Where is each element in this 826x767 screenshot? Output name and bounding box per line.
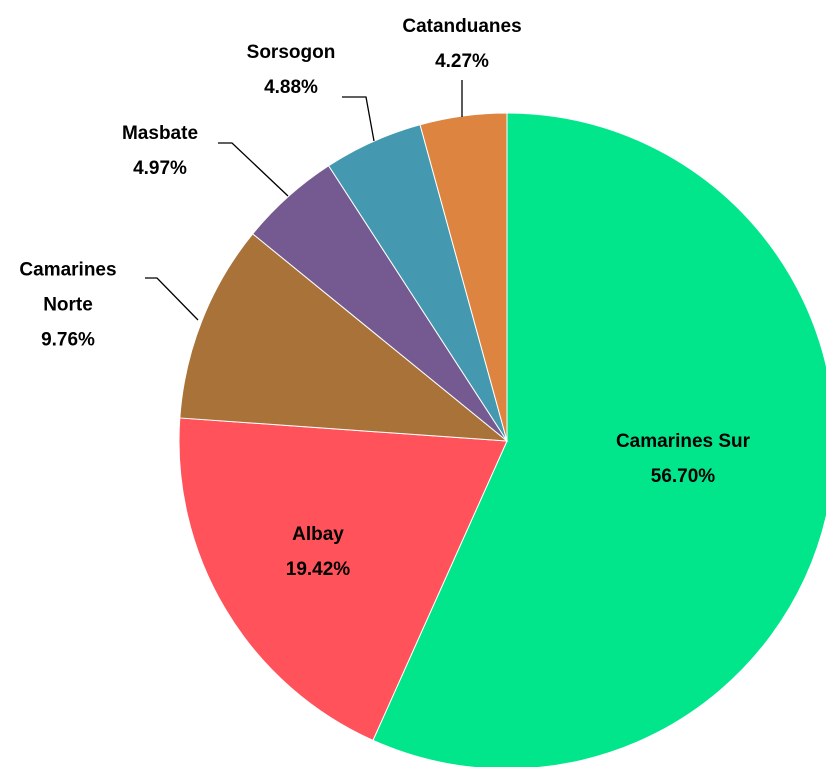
category-label: Albay: [292, 524, 344, 545]
category-label: Camarines Norte: [19, 259, 117, 316]
slice-label: Albay 19.42%: [238, 517, 398, 587]
slice-label: Camarines Sur 56.70%: [573, 424, 793, 494]
value-label: 9.76%: [41, 329, 95, 351]
category-label: Masbate: [121, 123, 199, 144]
category-label: Catanduanes: [402, 16, 522, 37]
slice-label: Camarines Norte 9.76%: [8, 253, 128, 358]
slice-label: Catanduanes 4.27%: [382, 9, 542, 79]
leader-lines: [145, 80, 463, 321]
leader-line: [342, 96, 375, 142]
slice-label: Sorsogon 4.88%: [231, 35, 351, 105]
pie-slice: [179, 233, 509, 442]
pie-slice: [419, 112, 508, 442]
value-label: 4.97%: [133, 158, 187, 179]
category-label: Sorsogon: [246, 42, 336, 63]
leader-line: [218, 142, 289, 197]
value-label: 56.70%: [650, 466, 716, 487]
value-label: 19.42%: [285, 559, 351, 580]
leader-line: [145, 277, 199, 321]
value-label: 4.88%: [264, 77, 318, 98]
category-label: Camarines Sur: [615, 431, 751, 452]
slices: [178, 112, 826, 767]
value-label: 4.27%: [435, 51, 489, 72]
slice-label: Masbate 4.97%: [100, 116, 220, 186]
pie-slice: [178, 417, 508, 742]
